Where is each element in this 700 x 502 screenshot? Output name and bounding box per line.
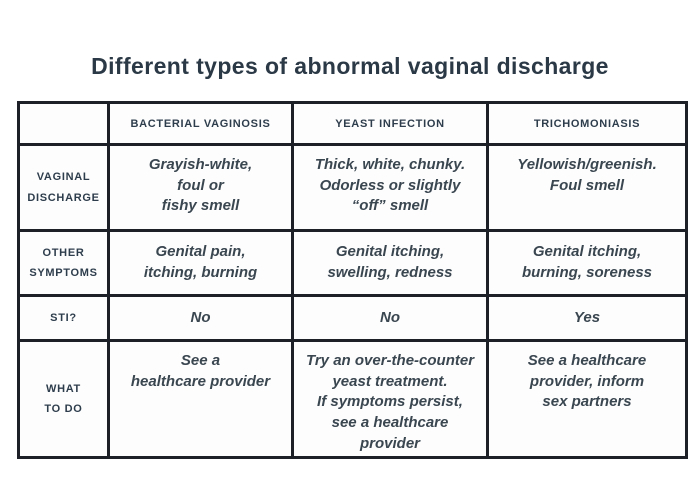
row-label-other-symptoms: OTHER SYMPTOMS (17, 229, 110, 297)
cell-symptoms-trichomoniasis: Genital itching, burning, soreness (486, 229, 688, 297)
page-title: Different types of abnormal vaginal disc… (91, 53, 609, 79)
row-vaginal-discharge: VAGINAL DISCHARGE Grayish-white, foul or… (17, 143, 688, 232)
cell-discharge-yeast-infection: Thick, white, chunky. Odorless or slight… (291, 143, 489, 232)
cell-sti-bacterial-vaginosis: No (107, 294, 294, 342)
row-label-vaginal-discharge: VAGINAL DISCHARGE (17, 143, 110, 232)
row-other-symptoms: OTHER SYMPTOMS Genital pain, itching, bu… (17, 229, 688, 297)
row-what-to-do: WHAT TO DO See a healthcare provider Try… (17, 338, 688, 460)
cell-action-yeast-infection: Try an over-the-counter yeast treatment.… (291, 338, 489, 460)
column-header-trichomoniasis: TRICHOMONIASIS (486, 101, 688, 146)
row-label-what-to-do: WHAT TO DO (17, 338, 110, 460)
cell-symptoms-yeast-infection: Genital itching, swelling, redness (291, 229, 489, 297)
cell-symptoms-bacterial-vaginosis: Genital pain, itching, burning (107, 229, 294, 297)
cell-action-trichomoniasis: See a healthcare provider, inform sex pa… (486, 338, 688, 460)
cell-discharge-trichomoniasis: Yellowish/greenish. Foul smell (486, 143, 688, 232)
cell-discharge-bacterial-vaginosis: Grayish-white, foul or fishy smell (107, 143, 294, 232)
column-header-yeast-infection: YEAST INFECTION (291, 101, 489, 146)
corner-cell (17, 101, 110, 146)
cell-sti-trichomoniasis: Yes (486, 294, 688, 342)
column-header-bacterial-vaginosis: BACTERIAL VAGINOSIS (107, 101, 294, 146)
row-sti: STI? No No Yes (17, 294, 688, 342)
header-row: BACTERIAL VAGINOSIS YEAST INFECTION TRIC… (17, 101, 688, 146)
row-label-sti: STI? (17, 294, 110, 342)
discharge-comparison-table: BACTERIAL VAGINOSIS YEAST INFECTION TRIC… (17, 101, 688, 460)
cell-action-bacterial-vaginosis: See a healthcare provider (107, 338, 294, 460)
cell-sti-yeast-infection: No (291, 294, 489, 342)
